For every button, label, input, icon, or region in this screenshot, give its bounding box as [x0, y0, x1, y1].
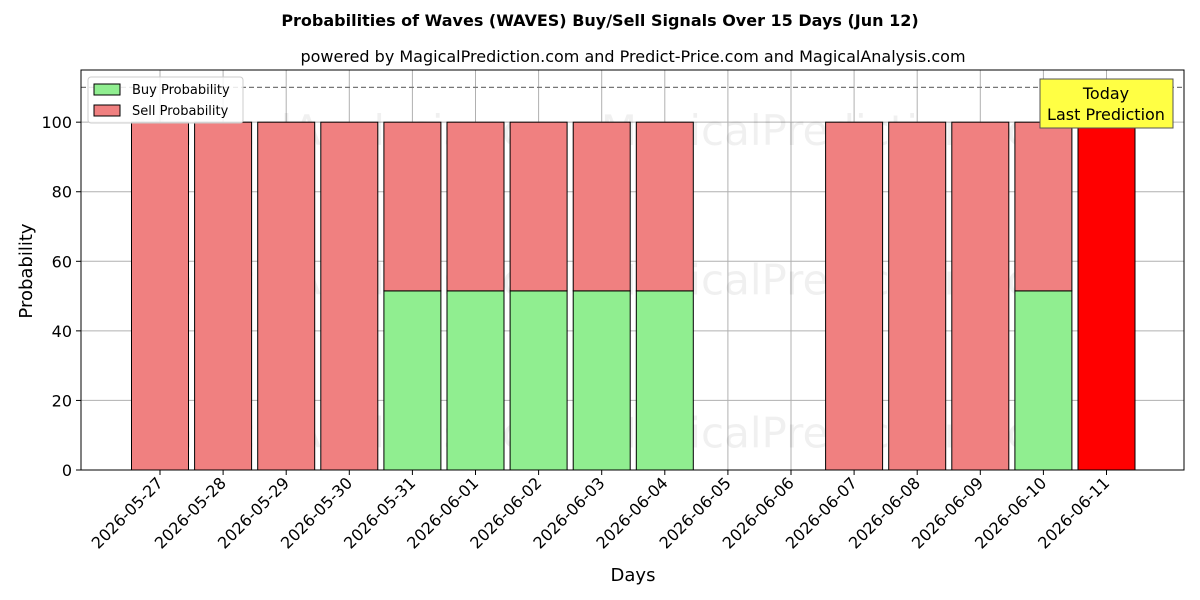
annotation-text: Last Prediction — [1047, 105, 1165, 124]
annotation-text: Today — [1082, 84, 1129, 103]
legend-box — [87, 76, 244, 124]
sell-bar — [383, 121, 442, 292]
plot-area: MagicalAnalysis.comMagicalPrediction.com… — [41, 69, 1185, 553]
y-axis-label: Probability — [16, 223, 37, 318]
sell-bar — [131, 121, 189, 471]
today-bar — [1077, 121, 1136, 471]
sell-bar — [320, 121, 379, 471]
legend-label: Sell Probability — [132, 104, 229, 119]
y-tick-label: 60 — [52, 252, 72, 271]
sell-bar — [446, 121, 505, 292]
buy-bar — [383, 290, 442, 471]
y-tick-label: 0 — [62, 461, 72, 480]
y-tick-label: 80 — [52, 183, 72, 202]
sell-bar — [825, 121, 884, 471]
buy-bar — [446, 290, 505, 471]
legend-label: Buy Probability — [132, 83, 230, 98]
buy-bar — [572, 290, 631, 471]
buy-bar — [509, 290, 568, 471]
x-axis-label: Days — [611, 565, 656, 586]
sell-bar — [888, 121, 947, 471]
legend-swatch — [93, 83, 121, 96]
buy-bar — [1014, 290, 1073, 471]
sell-bar — [635, 121, 694, 292]
plot-frame — [80, 69, 1185, 471]
chart-subtitle: powered by MagicalPrediction.com and Pre… — [300, 47, 965, 66]
sell-bar — [257, 121, 316, 471]
sell-bar — [1014, 121, 1073, 292]
sell-bar — [509, 121, 568, 292]
annotation-box — [1039, 78, 1174, 129]
sell-bar — [194, 121, 253, 471]
sell-bar — [572, 121, 631, 292]
sell-bar — [951, 121, 1010, 471]
legend-swatch — [93, 104, 121, 117]
y-tick-label: 40 — [52, 322, 72, 341]
legend: Buy Probability Sell Probability — [87, 76, 244, 124]
y-tick-label: 100 — [41, 113, 72, 132]
y-tick-label: 20 — [52, 391, 72, 410]
chart-title: Probabilities of Waves (WAVES) Buy/Sell … — [281, 11, 918, 30]
buy-bar — [635, 290, 694, 471]
today-annotation: Today Last Prediction — [1039, 78, 1174, 129]
